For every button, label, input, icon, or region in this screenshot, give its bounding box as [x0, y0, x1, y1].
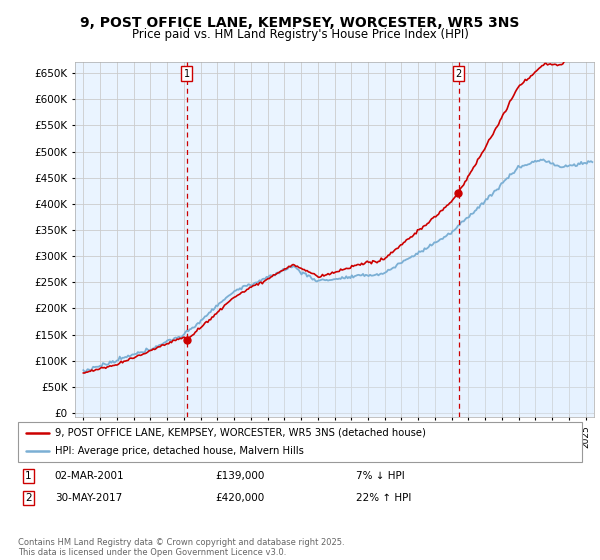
Text: HPI: Average price, detached house, Malvern Hills: HPI: Average price, detached house, Malv…	[55, 446, 304, 456]
Text: Contains HM Land Registry data © Crown copyright and database right 2025.
This d: Contains HM Land Registry data © Crown c…	[18, 538, 344, 557]
Text: 22% ↑ HPI: 22% ↑ HPI	[356, 493, 412, 503]
Text: 2: 2	[25, 493, 31, 503]
Text: 9, POST OFFICE LANE, KEMPSEY, WORCESTER, WR5 3NS: 9, POST OFFICE LANE, KEMPSEY, WORCESTER,…	[80, 16, 520, 30]
Text: 9, POST OFFICE LANE, KEMPSEY, WORCESTER, WR5 3NS (detached house): 9, POST OFFICE LANE, KEMPSEY, WORCESTER,…	[55, 428, 425, 437]
Text: 1: 1	[184, 69, 190, 79]
Text: Price paid vs. HM Land Registry's House Price Index (HPI): Price paid vs. HM Land Registry's House …	[131, 28, 469, 41]
Text: £420,000: £420,000	[215, 493, 265, 503]
Text: 2: 2	[455, 69, 461, 79]
Text: 7% ↓ HPI: 7% ↓ HPI	[356, 471, 405, 481]
Text: £139,000: £139,000	[215, 471, 265, 481]
Text: 02-MAR-2001: 02-MAR-2001	[55, 471, 124, 481]
Text: 30-MAY-2017: 30-MAY-2017	[55, 493, 122, 503]
Text: 1: 1	[25, 471, 31, 481]
